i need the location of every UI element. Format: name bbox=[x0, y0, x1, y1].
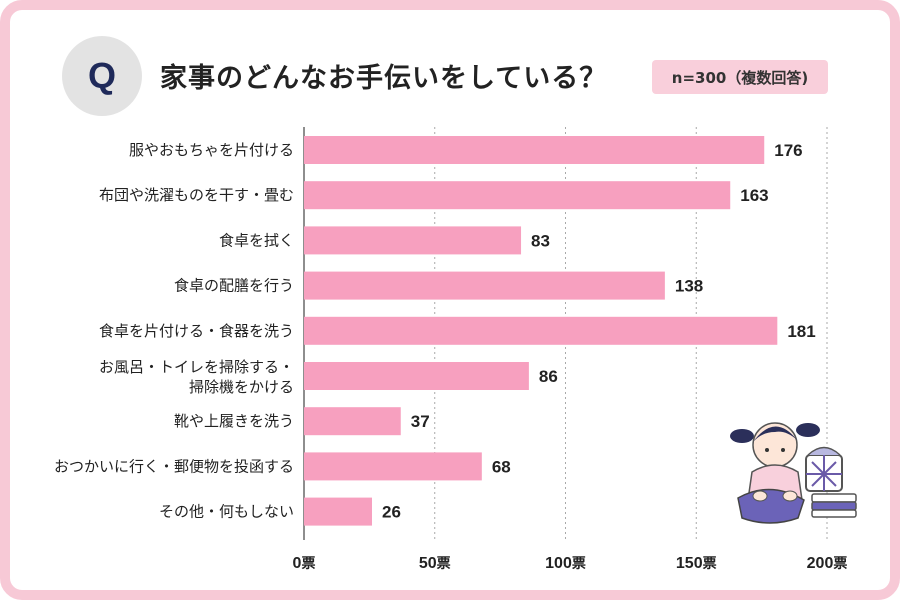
bar bbox=[304, 136, 765, 164]
sample-size-text: n=300（複数回答) bbox=[671, 68, 809, 87]
sample-size-badge: n=300（複数回答) bbox=[652, 60, 828, 94]
value-label: 26 bbox=[382, 503, 401, 522]
value-label: 68 bbox=[492, 457, 511, 476]
x-tick-label: 100票 bbox=[545, 555, 586, 572]
bar bbox=[304, 226, 522, 255]
bar bbox=[304, 316, 778, 345]
bar bbox=[304, 362, 529, 390]
bar bbox=[304, 497, 372, 526]
bar bbox=[304, 407, 401, 436]
category-label: その他・何もしない bbox=[159, 503, 294, 521]
value-label: 37 bbox=[411, 412, 430, 431]
question-badge: Q bbox=[62, 36, 142, 116]
value-label: 163 bbox=[740, 186, 768, 205]
x-tick-label: 50票 bbox=[419, 555, 451, 572]
value-label: 138 bbox=[675, 277, 703, 296]
value-label: 181 bbox=[787, 322, 815, 341]
value-label: 176 bbox=[774, 141, 802, 160]
bar bbox=[304, 452, 482, 481]
page-title: 家事のどんなお手伝いをしている？ bbox=[160, 63, 608, 94]
bars bbox=[304, 136, 778, 526]
x-axis-ticks: 0票 50票 100票 150票 200票 bbox=[293, 555, 848, 572]
x-tick-label: 200票 bbox=[807, 555, 848, 572]
category-labels: 服やおもちゃを片付ける布団や洗濯ものを干す・畳む食卓を拭く食卓の配膳を行う食卓を… bbox=[54, 141, 294, 521]
x-tick-label: 150票 bbox=[676, 555, 717, 572]
question-letter: Q bbox=[87, 55, 116, 96]
bar bbox=[304, 271, 665, 300]
value-label: 83 bbox=[531, 231, 550, 250]
bar bbox=[304, 181, 731, 210]
category-label: 服やおもちゃを片付ける bbox=[129, 141, 294, 159]
value-labels: 176 163 83 138 181 86 37 68 26 bbox=[382, 141, 816, 522]
category-label: 食卓を拭く bbox=[219, 231, 294, 249]
category-label: 靴や上履きを洗う bbox=[174, 412, 294, 430]
girl-folding-laundry-illustration bbox=[730, 422, 857, 524]
value-label: 86 bbox=[539, 367, 558, 386]
category-label: 食卓の配膳を行う bbox=[174, 277, 294, 295]
category-label: お風呂・トイレを掃除する・掃除機をかける bbox=[99, 358, 294, 396]
category-label: 布団や洗濯ものを干す・畳む bbox=[99, 186, 294, 204]
category-label: 食卓を片付ける・食器を洗う bbox=[99, 322, 294, 340]
x-tick-label: 0票 bbox=[293, 555, 316, 572]
category-label: おつかいに行く・郵便物を投函する bbox=[54, 457, 294, 475]
